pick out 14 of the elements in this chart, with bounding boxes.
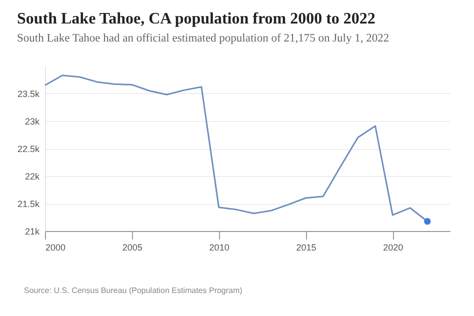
y-tick-label: 21.5k xyxy=(17,199,40,209)
x-tick-label: 2015 xyxy=(296,242,316,252)
y-tick-label: 21k xyxy=(24,226,40,236)
y-tick-label: 23k xyxy=(24,116,40,126)
source-note: Source: U.S. Census Bureau (Population Estimates Program) xyxy=(24,286,242,295)
chart-title: South Lake Tahoe, CA population from 2000 to 2022 xyxy=(16,10,376,28)
x-tick-label: 2010 xyxy=(209,242,230,252)
x-tick-label: 2000 xyxy=(46,242,66,252)
y-tick-label: 22.5k xyxy=(17,144,40,154)
chart-subtitle: South Lake Tahoe had an official estimated population of 21,175 on July 1, 2022 xyxy=(16,32,390,44)
x-tick-label: 2005 xyxy=(122,242,142,252)
y-tick-label: 22k xyxy=(24,172,40,182)
x-tick-label: 2020 xyxy=(383,242,404,252)
y-tick-label: 23.5k xyxy=(17,89,40,99)
